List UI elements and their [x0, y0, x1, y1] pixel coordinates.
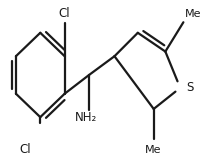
- Text: Cl: Cl: [19, 143, 31, 156]
- Text: NH₂: NH₂: [75, 111, 98, 124]
- Text: Me: Me: [144, 145, 161, 155]
- Text: Me: Me: [184, 9, 201, 19]
- Text: Cl: Cl: [59, 7, 70, 20]
- Text: S: S: [187, 81, 194, 94]
